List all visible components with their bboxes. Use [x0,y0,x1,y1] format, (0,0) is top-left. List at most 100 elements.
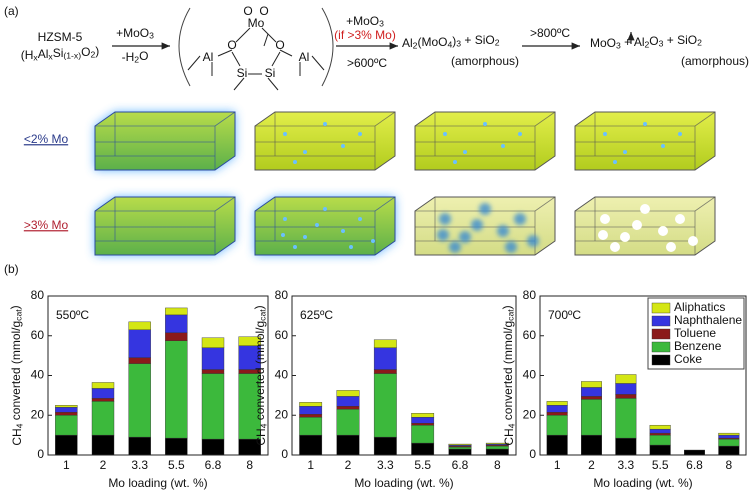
atom: Al [203,50,214,64]
bar-segment [165,314,188,333]
bar-segment [165,307,188,316]
start-formula: (HxAlxSi(1-x)O2) [21,44,100,63]
x-axis-label: Mo loading (wt. %) [108,476,207,490]
x-tick-label: 5.5 [168,458,185,472]
bar-segment [373,369,397,374]
text-part: ) [95,44,99,58]
crystal [94,196,236,256]
text-part: (MoO [417,35,447,49]
bar-segment [91,388,115,399]
crystal-edge [694,196,716,212]
crystal-edge [214,196,236,212]
x-tick-label: 6.8 [686,458,703,472]
atom: Si [237,66,248,80]
bar-segment [373,373,397,438]
cluster [459,231,471,243]
particle [358,217,362,221]
crystal-edge [694,111,716,127]
y-tick-label: 60 [523,328,537,342]
legend-swatch [651,328,671,340]
bar-segment [581,396,603,400]
subscript: 3 [379,19,384,29]
subscript: 4 [259,423,269,428]
bar-segment [55,407,78,413]
atom: Si [265,66,276,80]
bar-segment [299,406,323,415]
plot-frame [47,295,269,456]
void [675,214,685,224]
bar-segment [128,363,151,438]
bar-segment [615,394,637,399]
bar-segment [546,412,568,416]
void [610,242,620,252]
subscript: 2 [413,41,418,51]
particle [483,122,487,126]
bar-segment [448,448,472,456]
legend-swatch [651,302,671,314]
x-tick-label: 3.3 [377,458,394,472]
cluster [527,235,539,247]
x-tick-label: 8 [494,458,501,472]
crystal-body [574,111,716,171]
bar-segment [165,340,188,439]
molecule [178,7,334,91]
x-tick-label: 8 [246,458,253,472]
x-tick-label: 5.5 [414,458,431,472]
y-axis-label: CH4 converted (mmol/gcat) [8,305,25,445]
cluster [449,241,461,253]
subscript: 4 [447,40,452,50]
bar-segment [201,438,225,456]
bar-segment [55,434,78,456]
void [600,214,610,224]
particle [643,122,647,126]
bar-segment [649,434,671,446]
crystal [414,196,556,256]
crystal [94,111,236,171]
panel-label: (a) [4,4,19,18]
y-axis-label: CH4 converted (mmol/gcat) [500,305,517,445]
bar-segment [546,415,568,436]
particle [323,122,327,126]
product: Al2(MoO4)3 + SiO2 [402,33,500,51]
bar-segment [718,434,740,439]
particle [443,132,447,136]
subscript: 2 [645,40,650,50]
legend-swatch [651,354,671,366]
subscript: 3 [149,31,154,41]
bar-segment [411,442,435,456]
legend-label: Aliphatics [674,300,725,314]
bar-segment [128,436,151,456]
crystal-body [94,111,236,171]
particle [341,229,345,233]
y-tick-label: 80 [31,288,45,302]
text-part: + SiO [461,33,495,47]
text-part: +MoO [116,26,149,40]
subscript: 3 [456,39,461,49]
atom: O [227,38,236,52]
condition: (if >3% Mo) [334,28,396,42]
bar-segment [299,402,323,407]
x-tick-label: 5.5 [652,458,669,472]
y-tick-label: 80 [275,288,289,302]
particle [623,150,627,154]
legend-swatch [651,341,671,353]
bar-segment [91,382,115,389]
y-tick-label: 20 [31,407,45,421]
bar-segment [238,336,261,346]
x-tick-label: 8 [725,458,732,472]
y-tick-label: 40 [275,368,289,382]
crystals [94,111,716,256]
chart-title: 625ºC [300,308,333,322]
bar-segment [615,398,637,439]
y-tick-label: 0 [529,447,536,461]
particle [349,245,353,249]
cluster [514,213,526,225]
y-tick-label: 0 [37,447,44,461]
particle [341,144,345,148]
bar-segment [718,432,740,436]
product: MoO3 + Al2O3 + SiO2 [590,33,702,51]
bar-segment [546,401,568,406]
void [632,220,642,230]
bar-segment [649,424,671,430]
bar-segment [649,428,671,434]
